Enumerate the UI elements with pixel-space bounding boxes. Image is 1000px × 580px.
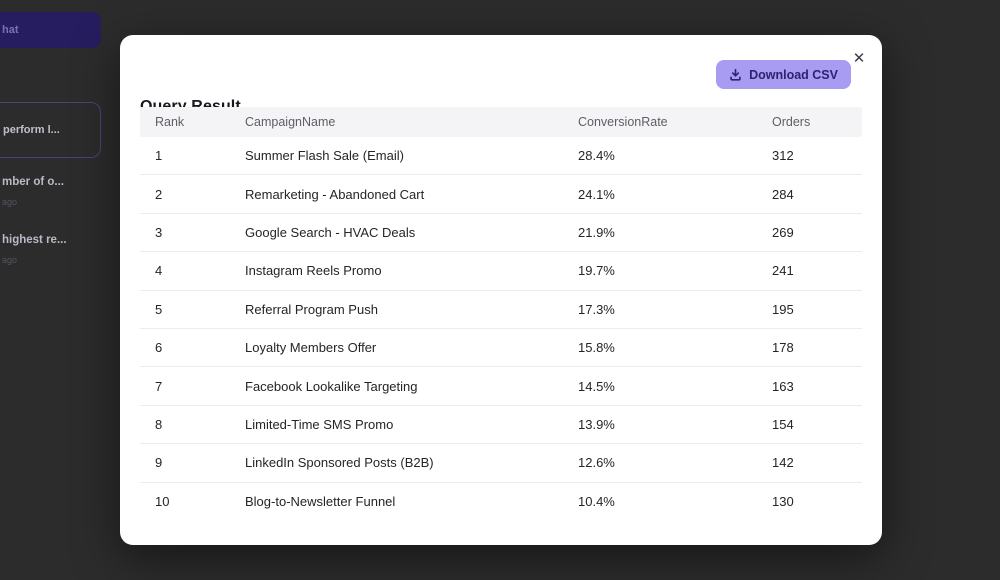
column-header-campaign-name: CampaignName: [245, 115, 336, 129]
close-button[interactable]: ✕: [848, 47, 870, 69]
cell-conversion-rate: 14.5%: [578, 378, 615, 394]
cell-rank: 10: [155, 494, 170, 510]
cell-conversion-rate: 13.9%: [578, 416, 615, 432]
table-row: 1 Summer Flash Sale (Email) 28.4% 312: [140, 137, 862, 176]
cell-rank: 3: [155, 224, 163, 240]
cell-conversion-rate: 21.9%: [578, 224, 615, 240]
cell-rank: 9: [155, 455, 163, 471]
cell-orders: 269: [772, 224, 794, 240]
download-icon: [729, 68, 742, 81]
cell-conversion-rate: 10.4%: [578, 494, 615, 510]
cell-rank: 2: [155, 186, 163, 202]
table-row: 8 Limited-Time SMS Promo 13.9% 154: [140, 406, 862, 445]
cell-rank: 8: [155, 416, 163, 432]
cell-conversion-rate: 19.7%: [578, 263, 615, 279]
table-row: 9 LinkedIn Sponsored Posts (B2B) 12.6% 1…: [140, 444, 862, 483]
cell-campaign-name: Referral Program Push: [245, 301, 378, 317]
cell-campaign-name: LinkedIn Sponsored Posts (B2B): [245, 455, 434, 471]
cell-orders: 142: [772, 455, 794, 471]
table-body: 1 Summer Flash Sale (Email) 28.4% 312 2 …: [140, 137, 862, 521]
cell-conversion-rate: 15.8%: [578, 340, 615, 356]
query-result-table: Rank CampaignName ConversionRate Orders …: [140, 107, 862, 521]
sidebar-conversation[interactable]: mber of o... ago: [2, 176, 64, 207]
conversation-label: highest re...: [2, 234, 67, 246]
cell-campaign-name: Instagram Reels Promo: [245, 263, 382, 279]
cell-rank: 5: [155, 301, 163, 317]
cell-rank: 7: [155, 378, 163, 394]
table-row: 5 Referral Program Push 17.3% 195: [140, 291, 862, 329]
column-header-rank: Rank: [155, 115, 185, 129]
cell-orders: 178: [772, 340, 794, 356]
close-icon: ✕: [852, 49, 866, 67]
download-csv-button[interactable]: Download CSV: [716, 60, 851, 89]
cell-rank: 1: [155, 148, 163, 164]
cell-rank: 6: [155, 340, 163, 356]
cell-orders: 241: [772, 263, 794, 279]
conversation-label: mber of o...: [2, 176, 64, 188]
column-header-conversion-rate: ConversionRate: [578, 115, 668, 129]
conversation-timestamp: ago: [2, 255, 18, 265]
cell-orders: 130: [772, 494, 794, 510]
cell-campaign-name: Blog-to-Newsletter Funnel: [245, 494, 396, 510]
cell-orders: 163: [772, 378, 794, 394]
table-header-row: Rank CampaignName ConversionRate Orders: [140, 107, 862, 137]
table-row: 2 Remarketing - Abandoned Cart 24.1% 284: [140, 175, 862, 214]
table-row: 6 Loyalty Members Offer 15.8% 178: [140, 329, 862, 368]
conversation-label: perform l...: [3, 124, 60, 136]
sidebar-conversation[interactable]: highest re... ago: [2, 234, 67, 265]
cell-conversion-rate: 17.3%: [578, 301, 615, 317]
table-row: 7 Facebook Lookalike Targeting 14.5% 163: [140, 367, 862, 406]
cell-conversion-rate: 12.6%: [578, 455, 615, 471]
cell-campaign-name: Google Search - HVAC Deals: [245, 224, 416, 240]
new-chat-button[interactable]: hat: [0, 12, 101, 48]
table-row: 4 Instagram Reels Promo 19.7% 241: [140, 252, 862, 291]
cell-campaign-name: Summer Flash Sale (Email): [245, 148, 404, 164]
sidebar-conversation-active[interactable]: perform l...: [0, 102, 101, 158]
cell-orders: 195: [772, 301, 794, 317]
cell-campaign-name: Remarketing - Abandoned Cart: [245, 186, 425, 202]
table-row: 10 Blog-to-Newsletter Funnel 10.4% 130: [140, 483, 862, 521]
query-result-modal: Query Result ✕ Download CSV Rank Campaig…: [120, 35, 882, 545]
cell-campaign-name: Facebook Lookalike Targeting: [245, 378, 418, 394]
cell-rank: 4: [155, 263, 163, 279]
download-csv-label: Download CSV: [749, 67, 838, 82]
cell-orders: 284: [772, 186, 794, 202]
cell-conversion-rate: 24.1%: [578, 186, 615, 202]
cell-campaign-name: Limited-Time SMS Promo: [245, 416, 394, 432]
cell-campaign-name: Loyalty Members Offer: [245, 340, 377, 356]
table-row: 3 Google Search - HVAC Deals 21.9% 269: [140, 214, 862, 253]
conversation-timestamp: ago: [2, 197, 18, 207]
cell-orders: 154: [772, 416, 794, 432]
new-chat-button-label: hat: [2, 24, 19, 36]
cell-orders: 312: [772, 148, 794, 164]
cell-conversion-rate: 28.4%: [578, 148, 615, 164]
column-header-orders: Orders: [772, 115, 811, 129]
